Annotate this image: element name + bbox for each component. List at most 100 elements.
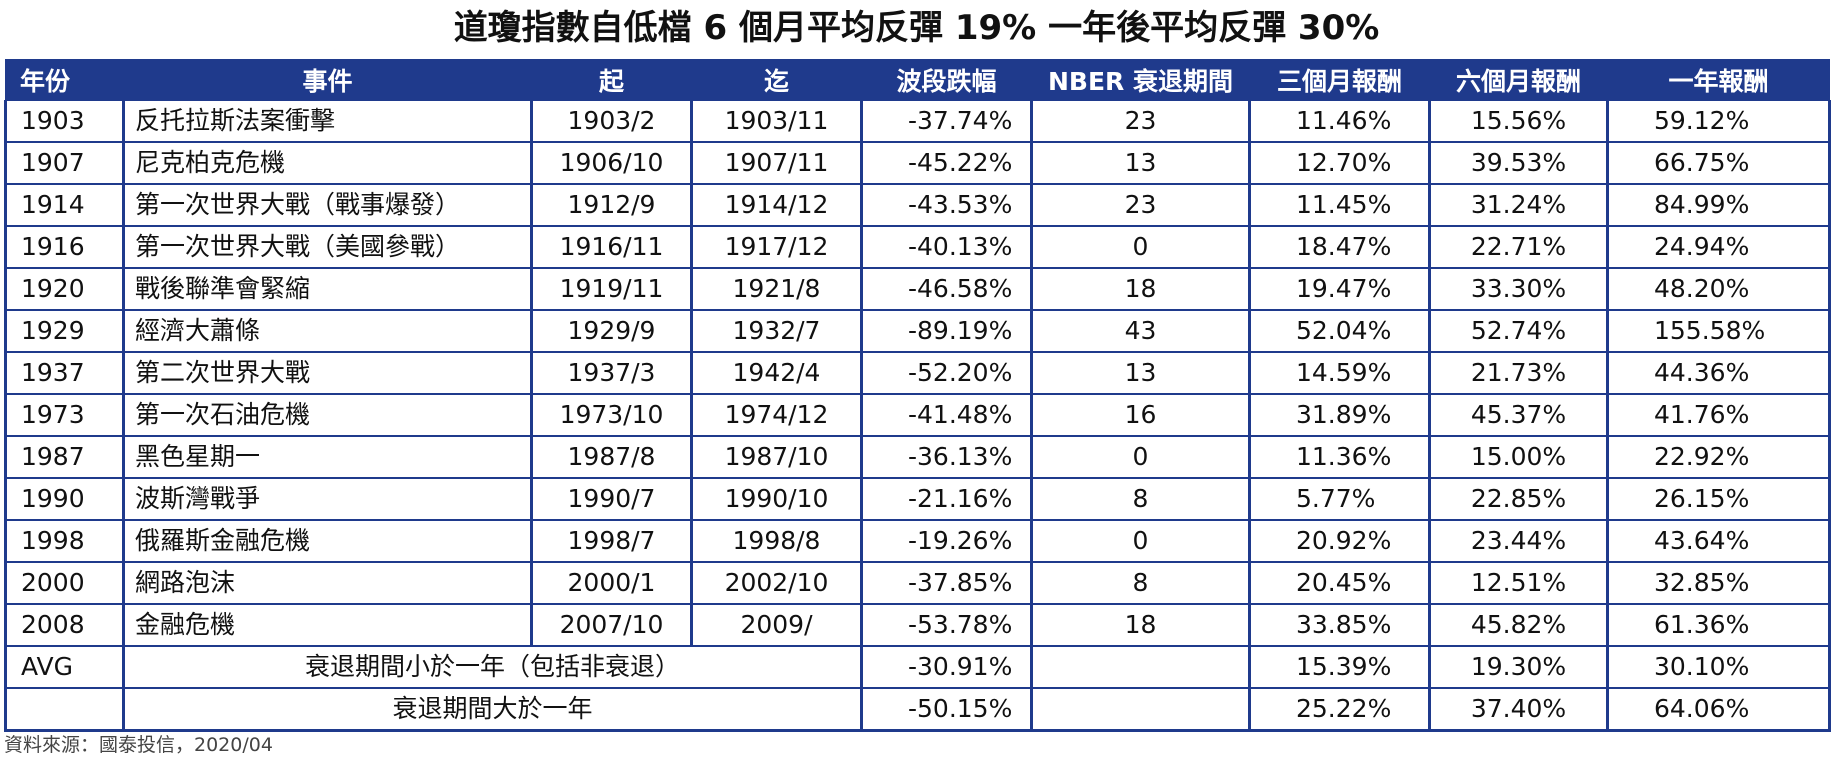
cell-return-1y: 59.12% [1607, 100, 1831, 144]
source-note: 資料來源：國泰投信，2020/04 [4, 734, 273, 756]
cell-return-6m: 45.82% [1429, 604, 1609, 648]
cell-end: 1987/10 [691, 436, 863, 480]
cell-start: 1929/9 [531, 310, 693, 354]
cell-year: 1914 [4, 184, 125, 228]
cell-return-1y: 44.36% [1607, 352, 1831, 396]
avg-label [4, 688, 125, 733]
table-row: 1916 第一次世界大戰（美國參戰） 1916/11 1917/12 -40.13% 0 1… [4, 226, 1831, 270]
cell-drop: -45.22% [861, 142, 1033, 186]
cell-event: 戰後聯準會緊縮 [123, 268, 533, 312]
cell-drop: -52.20% [861, 352, 1033, 396]
cell-return-6m: 23.44% [1429, 520, 1609, 564]
cell-drop: -43.53% [861, 184, 1033, 228]
cell-nber: 18 [1031, 604, 1251, 648]
cell-drop: -21.16% [861, 478, 1033, 522]
cell-drop: -89.19% [861, 310, 1033, 354]
cell-return-3m: 12.70% [1249, 142, 1431, 186]
cell-return-6m: 22.85% [1429, 478, 1609, 522]
cell-return-1y: 155.58% [1607, 310, 1831, 354]
column-header-return-3m: 三個月報酬 [1249, 59, 1430, 101]
cell-return-6m: 52.74% [1429, 310, 1609, 354]
cell-year: 1973 [4, 394, 125, 438]
cell-return-3m: 11.45% [1249, 184, 1431, 228]
cell-return-1y: 61.36% [1607, 604, 1831, 648]
cell-return-3m: 20.45% [1249, 562, 1431, 606]
table-row: 1973 第一次石油危機 1973/10 1974/12 -41.48% 16 31.89%… [4, 394, 1831, 438]
cell-year: 1903 [4, 100, 125, 144]
cell-end: 1932/7 [691, 310, 863, 354]
cell-year: 2008 [4, 604, 125, 648]
cell-start: 1987/8 [531, 436, 693, 480]
table-row: 1987 黑色星期一 1987/8 1987/10 -36.13% 0 11.36% 15.0… [4, 436, 1831, 480]
cell-drop: -37.74% [861, 100, 1033, 144]
cell-return-6m: 39.53% [1429, 142, 1609, 186]
cell-return-6m: 12.51% [1429, 562, 1609, 606]
column-header-drop: 波段跌幅 [861, 59, 1032, 101]
table-row: 1903 反托拉斯法案衝擊 1903/2 1903/11 -37.74% 23 11.46%… [4, 100, 1831, 144]
cell-return-6m: 33.30% [1429, 268, 1609, 312]
cell-return-3m: 18.47% [1249, 226, 1431, 270]
avg-nber [1031, 646, 1251, 690]
avg-description: 衰退期間小於一年（包括非衰退） [123, 646, 863, 690]
cell-year: 1907 [4, 142, 125, 186]
cell-year: 1916 [4, 226, 125, 270]
cell-return-3m: 31.89% [1249, 394, 1431, 438]
table-row: 2000 網路泡沫 2000/1 2002/10 -37.85% 8 20.45% 12.51… [4, 562, 1831, 606]
cell-drop: -46.58% [861, 268, 1033, 312]
cell-return-1y: 22.92% [1607, 436, 1831, 480]
cell-nber: 8 [1031, 478, 1251, 522]
cell-return-1y: 32.85% [1607, 562, 1831, 606]
cell-event: 金融危機 [123, 604, 533, 648]
column-header-return-6m: 六個月報酬 [1429, 59, 1608, 101]
column-header-end: 迄 [691, 59, 862, 101]
column-header-start: 起 [531, 59, 692, 101]
cell-event: 尼克柏克危機 [123, 142, 533, 186]
cell-end: 1942/4 [691, 352, 863, 396]
cell-event: 經濟大蕭條 [123, 310, 533, 354]
cell-end: 1990/10 [691, 478, 863, 522]
avg-drop: -50.15% [861, 688, 1033, 733]
cell-end: 1998/8 [691, 520, 863, 564]
cell-start: 1990/7 [531, 478, 693, 522]
cell-return-3m: 11.46% [1249, 100, 1431, 144]
cell-nber: 23 [1031, 184, 1251, 228]
cell-event: 第一次世界大戰（美國參戰） [123, 226, 533, 270]
cell-drop: -37.85% [861, 562, 1033, 606]
cell-event: 第一次石油危機 [123, 394, 533, 438]
cell-drop: -19.26% [861, 520, 1033, 564]
cell-return-3m: 14.59% [1249, 352, 1431, 396]
cell-event: 網路泡沫 [123, 562, 533, 606]
cell-start: 1973/10 [531, 394, 693, 438]
cell-event: 第一次世界大戰（戰事爆發） [123, 184, 533, 228]
cell-nber: 13 [1031, 352, 1251, 396]
cell-event: 波斯灣戰爭 [123, 478, 533, 522]
cell-start: 1937/3 [531, 352, 693, 396]
cell-start: 1906/10 [531, 142, 693, 186]
table-header-row: 年份 事件 起 迄 波段跌幅 NBER 衰退期間 三個月報酬 六個月報酬 一年報… [5, 59, 1830, 101]
cell-return-3m: 11.36% [1249, 436, 1431, 480]
cell-end: 1917/12 [691, 226, 863, 270]
cell-return-1y: 24.94% [1607, 226, 1831, 270]
cell-year: 1998 [4, 520, 125, 564]
cell-end: 2002/10 [691, 562, 863, 606]
cell-return-3m: 33.85% [1249, 604, 1431, 648]
cell-start: 1998/7 [531, 520, 693, 564]
cell-start: 1912/9 [531, 184, 693, 228]
table-row: 1929 經濟大蕭條 1929/9 1932/7 -89.19% 43 52.04% 52.7… [4, 310, 1831, 354]
cell-event: 第二次世界大戰 [123, 352, 533, 396]
cell-return-3m: 20.92% [1249, 520, 1431, 564]
cell-end: 2009/ [691, 604, 863, 648]
avg-row: AVG 衰退期間小於一年（包括非衰退） -30.91% 15.39% 19.30… [4, 646, 1831, 690]
cell-end: 1974/12 [691, 394, 863, 438]
table-row: 1914 第一次世界大戰（戰事爆發） 1912/9 1914/12 -43.53% 23 1… [4, 184, 1831, 228]
cell-return-1y: 41.76% [1607, 394, 1831, 438]
avg-return-6m: 19.30% [1429, 646, 1609, 690]
avg-row: 衰退期間大於一年 -50.15% 25.22% 37.40% 64.06% [4, 688, 1831, 733]
avg-return-6m: 37.40% [1429, 688, 1609, 733]
cell-year: 1937 [4, 352, 125, 396]
cell-return-6m: 45.37% [1429, 394, 1609, 438]
cell-event: 俄羅斯金融危機 [123, 520, 533, 564]
cell-drop: -40.13% [861, 226, 1033, 270]
cell-return-3m: 5.77% [1249, 478, 1431, 522]
cell-start: 2007/10 [531, 604, 693, 648]
